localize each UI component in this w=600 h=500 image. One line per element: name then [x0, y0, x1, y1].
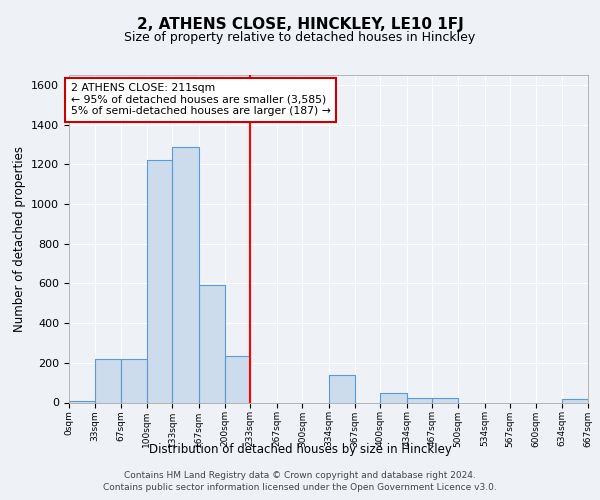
Text: Distribution of detached houses by size in Hinckley: Distribution of detached houses by size … [149, 442, 451, 456]
Text: Contains HM Land Registry data © Crown copyright and database right 2024.: Contains HM Land Registry data © Crown c… [124, 471, 476, 480]
Y-axis label: Number of detached properties: Number of detached properties [13, 146, 26, 332]
Text: 2 ATHENS CLOSE: 211sqm
← 95% of detached houses are smaller (3,585)
5% of semi-d: 2 ATHENS CLOSE: 211sqm ← 95% of detached… [71, 83, 331, 116]
Text: Contains public sector information licensed under the Open Government Licence v3: Contains public sector information licen… [103, 484, 497, 492]
Text: Size of property relative to detached houses in Hinckley: Size of property relative to detached ho… [124, 31, 476, 44]
Text: 2, ATHENS CLOSE, HINCKLEY, LE10 1FJ: 2, ATHENS CLOSE, HINCKLEY, LE10 1FJ [137, 18, 463, 32]
